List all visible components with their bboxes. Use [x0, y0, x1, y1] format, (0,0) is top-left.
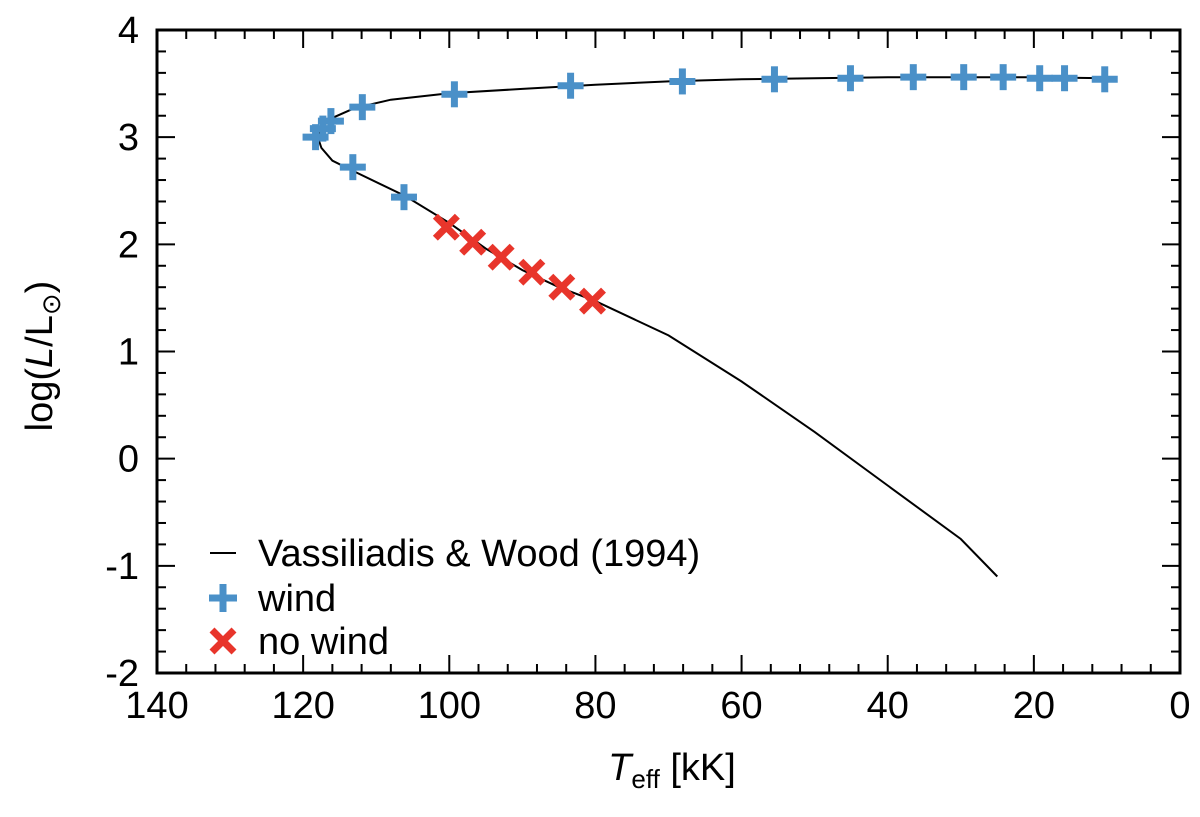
- y-axis-title-mid: /L: [19, 315, 61, 347]
- wind-point: [390, 184, 417, 211]
- tick-layer: 140 120 100 80 60 40 20 0 -2 -1 0 1 2 3 4: [105, 10, 1190, 727]
- no-wind-point: [579, 287, 606, 315]
- wind-point: [761, 66, 788, 93]
- legend-plus-swatch: [209, 584, 237, 612]
- no-wind-point: [518, 258, 546, 286]
- wind-point: [1091, 66, 1118, 93]
- wind-point: [900, 64, 927, 91]
- y-axis-title-sub: ⊙: [36, 293, 66, 315]
- no-wind-point: [459, 228, 487, 256]
- legend: Vassiliadis & Wood (1994) wind no wind: [209, 533, 700, 663]
- x-axis-title-var: T: [608, 747, 634, 789]
- wind-point: [1051, 65, 1078, 92]
- y-axis-title: log(L/L⊙): [19, 281, 66, 432]
- y-axis-title-var: L: [19, 347, 61, 368]
- y-tick-label: 3: [118, 117, 139, 159]
- wind-point: [669, 68, 696, 95]
- y-axis-title-suffix: ): [19, 281, 61, 294]
- legend-cross-swatch: [209, 627, 237, 655]
- y-tick-label: 0: [118, 439, 139, 481]
- wind-point: [990, 64, 1017, 91]
- x-axis-title-sub: eff: [631, 764, 660, 794]
- y-axis-title-group: log(L/L⊙): [19, 281, 66, 432]
- no-wind-point: [432, 213, 460, 241]
- no-wind-point: [548, 273, 576, 301]
- x-tick-label: 0: [1169, 685, 1190, 727]
- y-axis-title-prefix: log(: [19, 368, 61, 432]
- no-wind-point: [487, 243, 515, 271]
- series-line-vassiliadis-wood: [316, 76, 1107, 578]
- x-tick-label: 80: [574, 685, 616, 727]
- y-tick-label: 4: [118, 10, 139, 52]
- x-axis-title-unit: [kK]: [660, 747, 736, 789]
- wind-point: [557, 72, 584, 99]
- y-tick-label: 1: [118, 332, 139, 374]
- y-tick-label: -1: [105, 546, 139, 588]
- wind-point: [950, 64, 977, 91]
- wind-point: [837, 65, 864, 92]
- legend-label-no-wind: no wind: [258, 621, 389, 663]
- legend-label-wind: wind: [257, 578, 336, 620]
- wind-point: [349, 94, 376, 121]
- wind-point: [441, 81, 468, 108]
- y-tick-label: 2: [118, 224, 139, 266]
- wind-point: [317, 108, 344, 135]
- legend-label-track: Vassiliadis & Wood (1994): [258, 533, 700, 575]
- x-tick-label: 120: [271, 685, 334, 727]
- x-tick-label: 60: [720, 685, 762, 727]
- x-tick-label: 40: [867, 685, 909, 727]
- x-tick-label: 140: [125, 685, 188, 727]
- x-axis-title: Teff [kK]: [608, 747, 736, 794]
- x-tick-label: 20: [1013, 685, 1055, 727]
- wind-point: [339, 154, 366, 181]
- wind-point: [1026, 65, 1053, 92]
- y-tick-label: -2: [105, 653, 139, 695]
- marker-layer: [302, 64, 1118, 315]
- x-tick-label: 100: [418, 685, 481, 727]
